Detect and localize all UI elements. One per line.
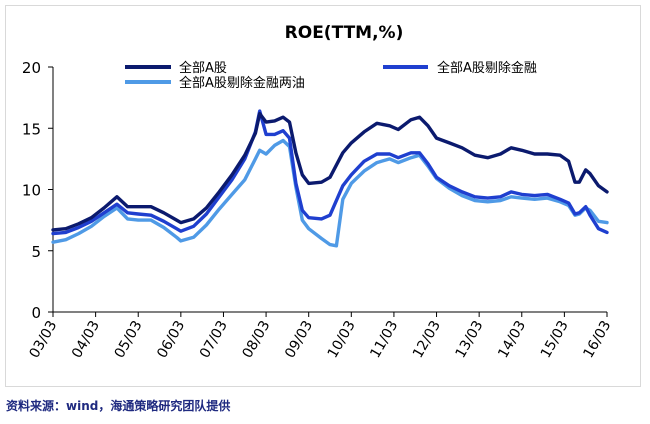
chart-title: ROE(TTM,%) [285, 23, 404, 43]
x-tick-label: 15/03 [538, 318, 572, 361]
y-tick-label: 20 [22, 59, 41, 77]
x-tick-label: 05/03 [112, 318, 146, 361]
x-tick-label: 06/03 [154, 318, 188, 361]
x-tick-label: 11/03 [367, 318, 401, 361]
chart-frame [5, 5, 641, 387]
x-tick-label: 08/03 [240, 318, 274, 361]
x-tick-label: 13/03 [453, 318, 487, 361]
legend-label-2: 全部A股剔除金融 [437, 60, 537, 76]
y-tick-label: 10 [22, 182, 41, 200]
series-line-1 [51, 111, 609, 232]
series-layer [51, 109, 609, 248]
y-tick-label: 5 [31, 243, 41, 261]
x-tick-label: 09/03 [282, 318, 316, 361]
source-note: 资料来源：wind，海通策略研究团队提供 [6, 399, 231, 413]
legend-label-3: 全部A股剔除金融两油 [179, 75, 305, 91]
x-tick-label: 03/03 [26, 318, 60, 361]
y-tick-label: 15 [22, 120, 41, 138]
x-tick-label: 04/03 [69, 318, 103, 361]
legend-label-1: 全部A股 [179, 60, 227, 76]
x-tick-label: 10/03 [325, 318, 359, 361]
series-line-3 [51, 138, 609, 248]
series-line-2 [51, 109, 609, 236]
x-tick-label: 07/03 [197, 318, 231, 361]
x-tick-label: 12/03 [410, 318, 444, 361]
y-tick-label: 0 [31, 304, 41, 322]
x-tick-label: 16/03 [580, 318, 614, 361]
x-tick-label: 14/03 [495, 318, 529, 361]
